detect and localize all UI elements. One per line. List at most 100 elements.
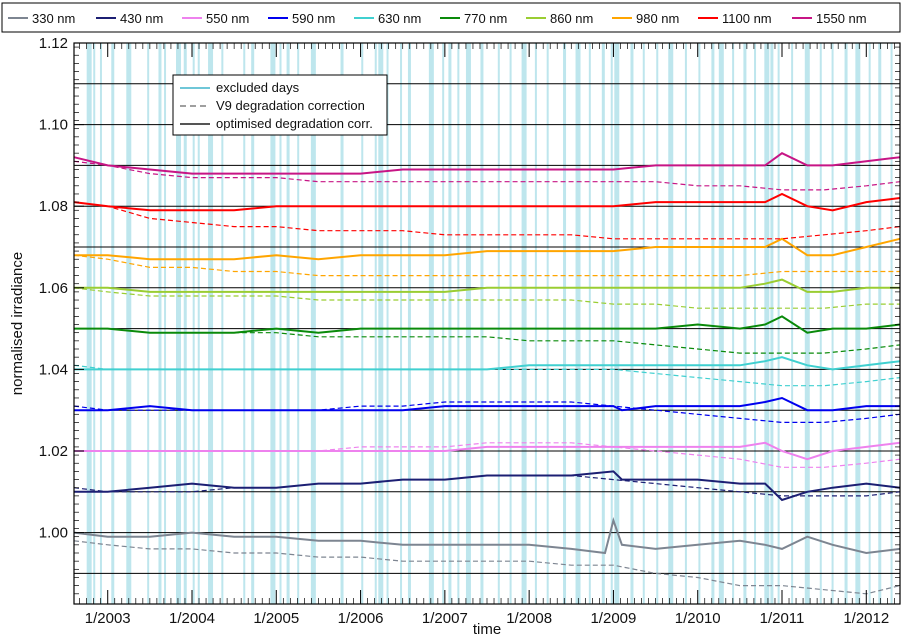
excluded-day-band (868, 43, 871, 604)
series-optimised-550-nm (74, 441, 901, 461)
x-tick-label: 1/2006 (338, 610, 384, 627)
y-tick-label: 1.06 (39, 280, 68, 297)
series-optimised-430-nm (74, 470, 901, 502)
excluded-days-bands (86, 43, 893, 604)
inner-legend-label-excluded-days: excluded days (216, 80, 300, 95)
series-optimised-1550-nm (73, 152, 901, 175)
excluded-day-band (777, 43, 780, 604)
excluded-day-band (509, 43, 512, 604)
excluded-day-band (804, 43, 810, 604)
excluded-day-band (192, 43, 195, 604)
y-axis-title: normalised irradiance (9, 252, 26, 395)
excluded-day-band (197, 43, 200, 604)
x-tick-label: 1/2009 (590, 610, 636, 627)
legend-label-1100-nm: 1100 nm (722, 11, 772, 26)
y-tick-label: 1.08 (39, 198, 68, 215)
x-tick-label: 1/2011 (760, 610, 805, 627)
excluded-day-band (297, 43, 300, 604)
excluded-day-band (279, 43, 282, 604)
excluded-day-band (878, 43, 882, 604)
inner-legend-label-optimised-degradation-corr: optimised degradation corr. (216, 116, 373, 131)
series-optimised-630-nm (74, 356, 901, 371)
x-tick-label: 1/2007 (422, 610, 468, 627)
x-axis-title: time (473, 621, 501, 638)
excluded-day-band (819, 43, 822, 604)
series-v9-330-nm (73, 540, 901, 595)
excluded-day-band (718, 43, 724, 604)
excluded-day-band (251, 43, 255, 604)
excluded-day-band (208, 43, 214, 604)
excluded-day-band (698, 43, 701, 604)
excluded-day-band (407, 43, 411, 604)
top-legend: 330 nm 430 nm 550 nm 590 nm 630 nm 770 nm 860 … (1, 2, 901, 33)
y-tick-label: 1.02 (39, 443, 68, 460)
legend-label-980-nm: 980 nm (636, 11, 679, 26)
excluded-day-band (158, 43, 162, 604)
excluded-day-band (630, 43, 634, 604)
excluded-day-band (386, 43, 389, 604)
series-optimised-770-nm (74, 315, 901, 334)
excluded-day-band (374, 43, 377, 604)
series-lines (73, 152, 901, 595)
excluded-day-band (286, 43, 290, 604)
series-optimised-590-nm (74, 396, 900, 412)
excluded-day-band (480, 43, 484, 604)
y-tick-label: 1.12 (39, 35, 68, 52)
x-tick-label: 1/2010 (675, 610, 721, 627)
excluded-day-band (610, 43, 613, 604)
excluded-day-band (270, 43, 276, 604)
inner-legend: excluded days V9 degradation correction op… (172, 74, 388, 136)
legend-label-550-nm: 550 nm (206, 11, 249, 26)
excluded-day-band (754, 43, 757, 604)
excluded-day-band (147, 43, 150, 604)
excluded-day-band (534, 43, 537, 604)
excluded-day-band (831, 43, 834, 604)
excluded-day-band (601, 43, 605, 604)
excluded-day-band (546, 43, 549, 604)
y-tick-label: 1.00 (39, 525, 68, 542)
excluded-day-band (93, 43, 96, 604)
excluded-day-band (465, 43, 471, 604)
inner-legend-label-v9-degradation-correction: V9 degradation correction (216, 98, 365, 113)
excluded-day-band (221, 43, 224, 604)
excluded-day-band (668, 43, 674, 604)
excluded-day-band (711, 43, 715, 604)
series-v9-860-nm (73, 287, 900, 309)
legend-label-330-nm: 330 nm (32, 11, 75, 26)
excluded-day-band (743, 43, 747, 604)
x-tick-label: 1/2003 (85, 610, 131, 627)
excluded-day-band (855, 43, 861, 604)
series-v9-430-nm (73, 474, 901, 497)
legend-label-770-nm: 770 nm (464, 11, 507, 26)
legend-label-860-nm: 860 nm (550, 11, 593, 26)
excluded-day-band (497, 43, 500, 604)
legend-label-1550-nm: 1550 nm (816, 11, 867, 26)
excluded-day-band (642, 43, 645, 604)
legend-label-590-nm: 590 nm (292, 11, 335, 26)
excluded-day-band (86, 43, 92, 604)
excluded-day-band (428, 43, 434, 604)
excluded-day-band (176, 43, 182, 604)
excluded-day-band (732, 43, 735, 604)
legend-label-430-nm: 430 nm (120, 11, 163, 26)
x-tick-label: 1/2012 (843, 610, 889, 627)
excluded-day-band (656, 43, 659, 604)
excluded-day-band (183, 43, 187, 604)
axes: 1.00 1.02 1.04 1.06 1.08 1.10 1.12 1/2003 1/2004… (39, 35, 901, 627)
excluded-day-band (361, 43, 364, 604)
excluded-day-band (243, 43, 246, 604)
series-optimised-980-nm (74, 237, 901, 261)
y-tick-label: 1.04 (39, 361, 68, 378)
x-tick-label: 1/2008 (506, 610, 552, 627)
excluded-day-band (684, 43, 687, 604)
x-tick-label: 1/2004 (169, 610, 215, 627)
excluded-day-band (614, 43, 620, 604)
series-optimised-1100-nm (73, 192, 901, 212)
y-tick-label: 1.10 (39, 117, 68, 134)
excluded-day-band (575, 43, 581, 604)
excluded-day-band (521, 43, 527, 604)
excluded-day-band (126, 43, 132, 604)
legend-label-630-nm: 630 nm (378, 11, 421, 26)
